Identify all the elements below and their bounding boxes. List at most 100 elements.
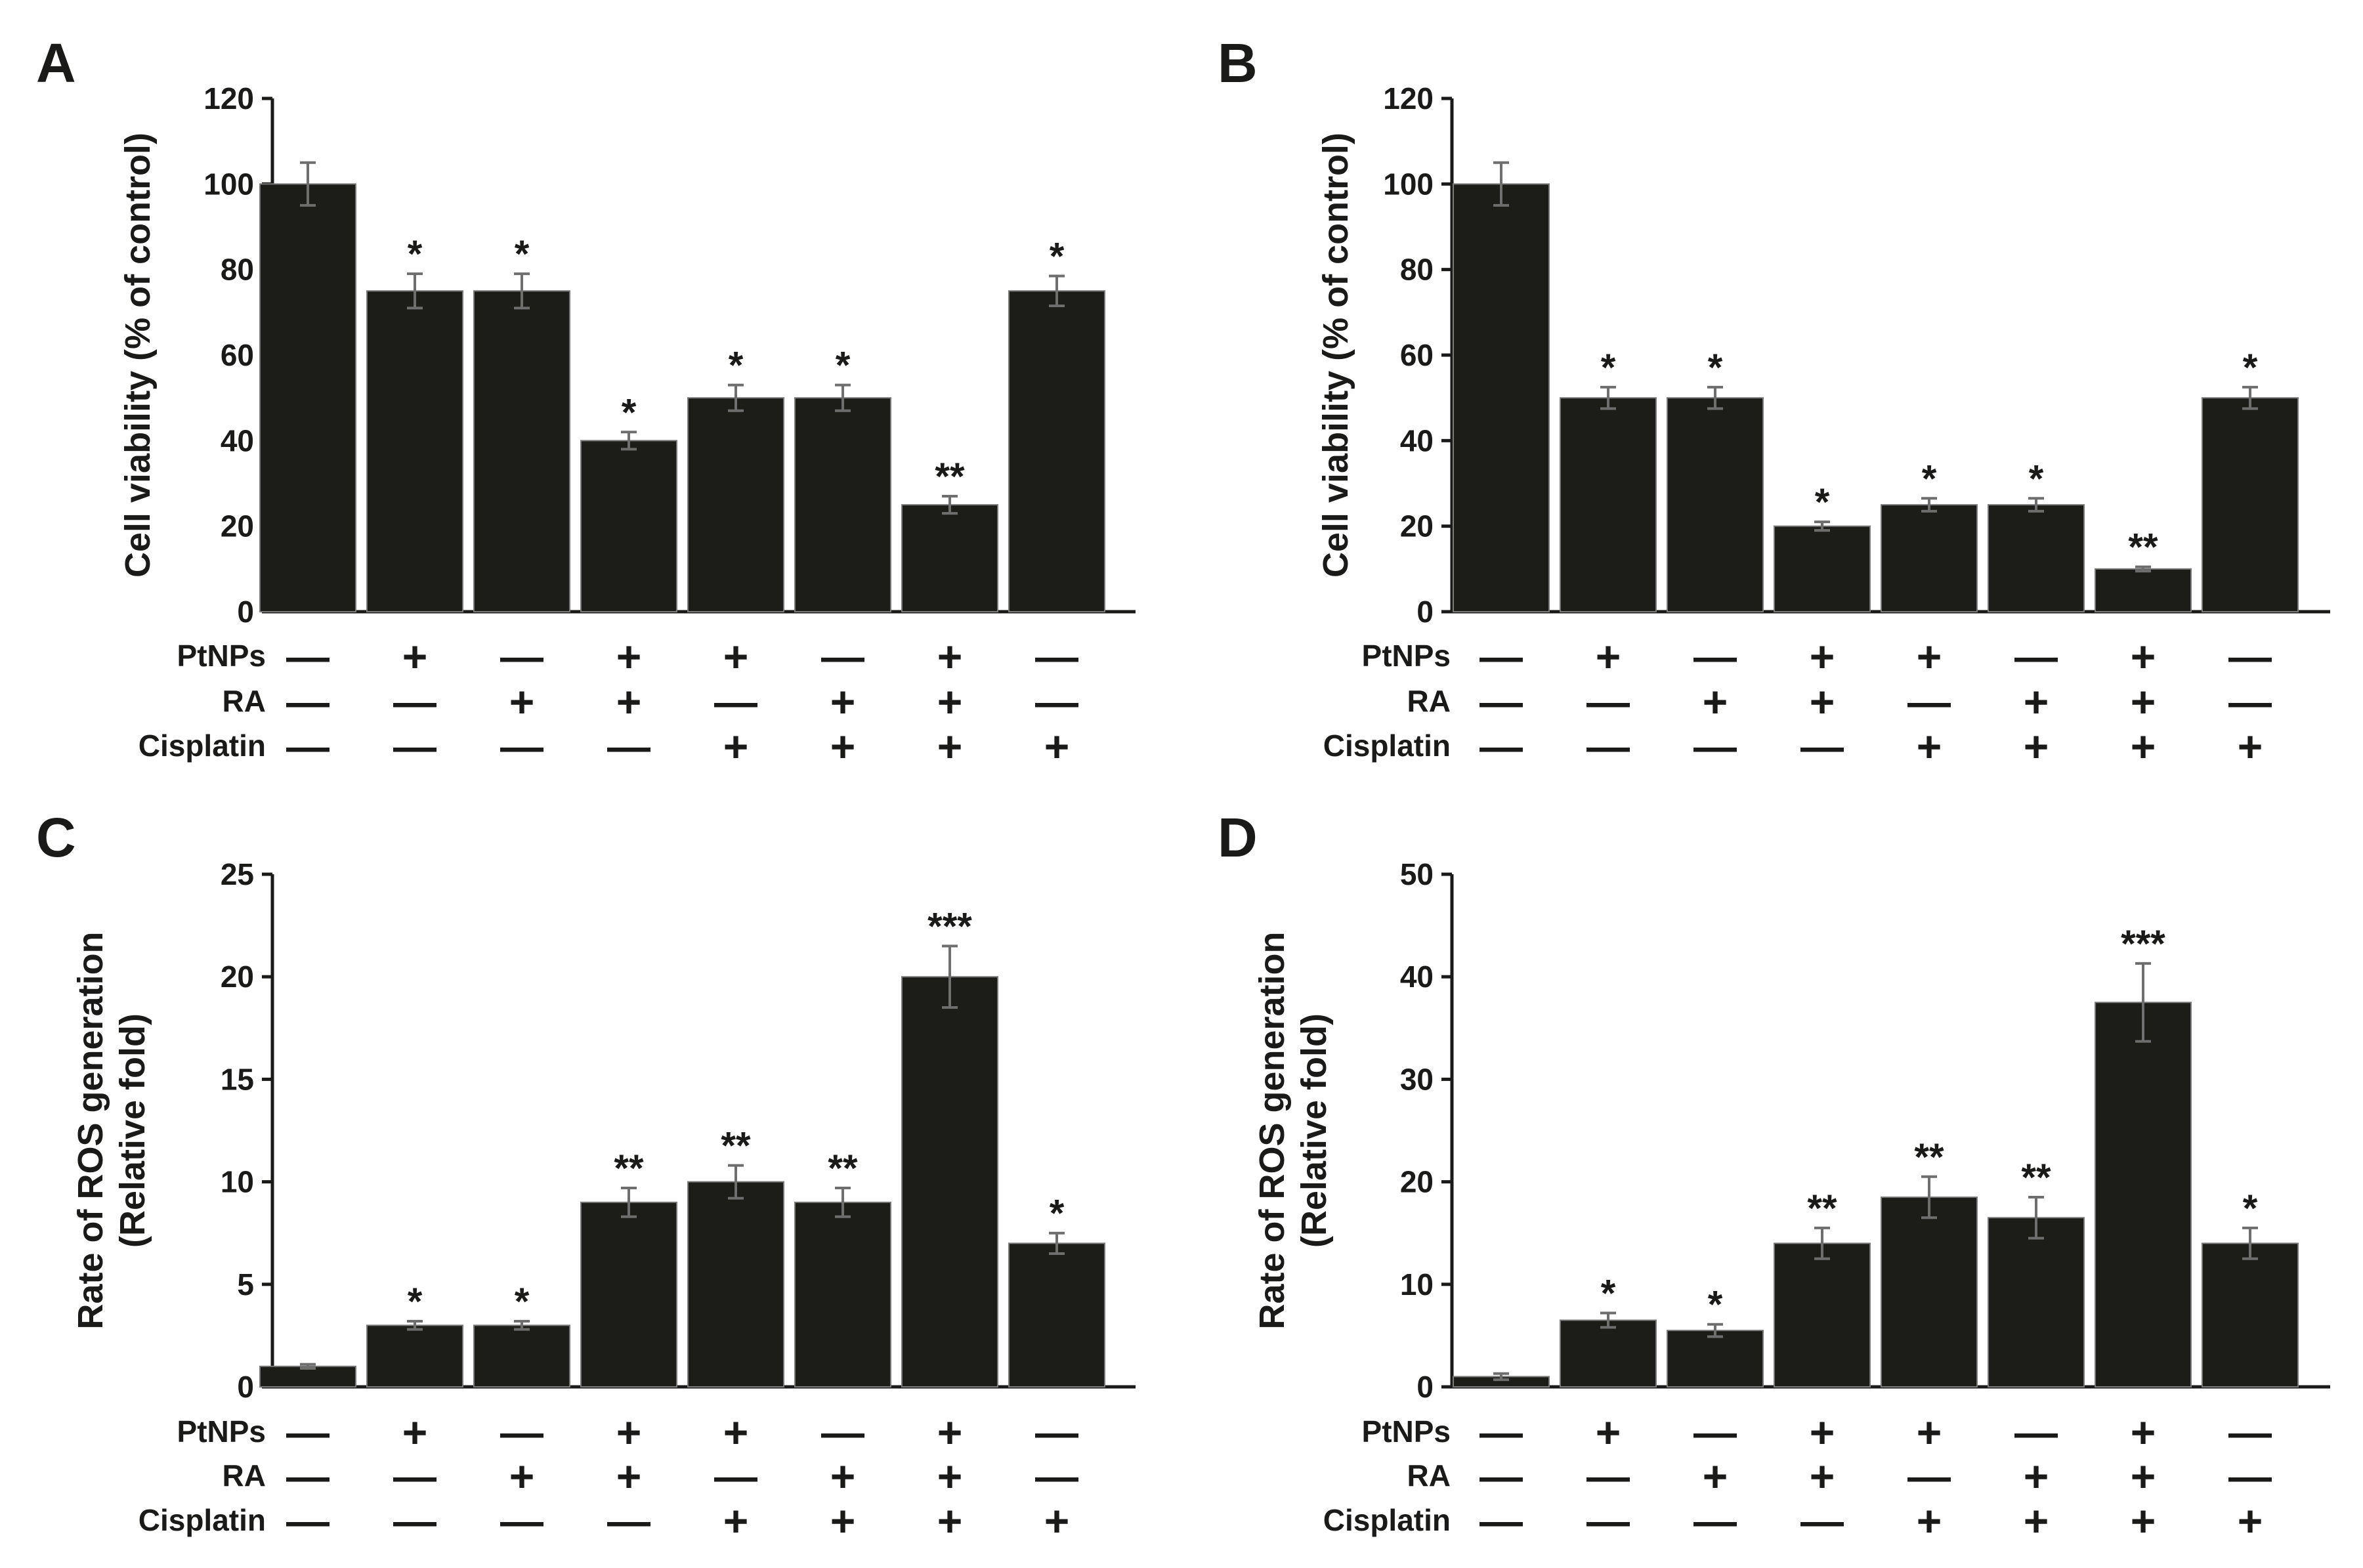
minus-sign: — (500, 1408, 543, 1456)
bar (794, 397, 891, 613)
significance-label: * (1050, 1193, 1065, 1235)
minus-sign: — (1480, 1496, 1523, 1545)
minus-sign: — (1480, 1408, 1523, 1456)
plus-sign: + (2024, 722, 2049, 771)
panel-a: A 0 20 40 60 80 100 120 Cell viability (% of con… (36, 32, 1136, 771)
minus-sign: — (286, 1452, 330, 1500)
significance-label: * (622, 391, 637, 434)
plus-sign: + (830, 1496, 856, 1545)
bar (1667, 397, 1764, 613)
plus-sign: + (830, 1452, 856, 1500)
plus-sign: + (723, 632, 749, 681)
minus-sign: — (1907, 1452, 1951, 1500)
bar (1881, 1197, 1978, 1388)
minus-sign: — (1586, 722, 1630, 771)
minus-sign: — (2014, 632, 2058, 681)
significance-label: * (2243, 347, 2258, 389)
bar (366, 290, 463, 612)
minus-sign: — (607, 722, 650, 771)
minus-sign: — (1907, 677, 1951, 726)
panel-b: B 0 20 40 60 80 100 120 Cell viability (% of con… (1218, 32, 2330, 771)
minus-sign: — (1800, 722, 1844, 771)
treatment-label: RA (1407, 1458, 1451, 1493)
plus-sign: + (830, 722, 856, 771)
y-tick-label: 40 (1400, 960, 1434, 994)
y-tick-label: 60 (1400, 338, 1434, 372)
bar (580, 440, 677, 612)
plus-sign: + (402, 632, 428, 681)
bar (1560, 397, 1657, 613)
significance-label: * (1708, 1284, 1723, 1326)
minus-sign: — (1480, 722, 1523, 771)
panel-letter: D (1218, 807, 1258, 868)
y-axis-title: Rate of ROS generation (71, 931, 110, 1329)
bar (1988, 504, 2085, 612)
y-tick-label: 100 (203, 167, 254, 201)
plus-sign: + (1596, 1408, 1621, 1456)
plus-sign: + (1917, 1496, 1942, 1545)
minus-sign: — (2014, 1408, 2058, 1456)
y-tick-label: 80 (1400, 253, 1434, 287)
significance-label: * (1601, 347, 1616, 389)
minus-sign: — (821, 1408, 864, 1456)
plus-sign: + (616, 1452, 642, 1500)
bar (901, 976, 998, 1388)
plus-sign: + (830, 677, 856, 726)
y-tick-label: 20 (1400, 509, 1434, 543)
minus-sign: — (821, 632, 864, 681)
bar (901, 504, 998, 612)
plus-sign: + (509, 1452, 535, 1500)
significance-label: * (515, 233, 530, 276)
minus-sign: — (393, 1452, 436, 1500)
minus-sign: — (286, 722, 330, 771)
treatment-label: PtNPs (177, 1414, 266, 1449)
significance-label: * (515, 1281, 530, 1323)
minus-sign: — (2228, 1408, 2272, 1456)
minus-sign: — (1693, 1408, 1737, 1456)
significance-label: *** (927, 905, 972, 948)
minus-sign: — (500, 632, 543, 681)
y-tick-label: 0 (1416, 595, 1434, 629)
significance-label: ** (828, 1147, 858, 1190)
bar (687, 397, 784, 613)
bar (1008, 290, 1105, 612)
y-tick-label: 40 (221, 423, 254, 457)
plus-sign: + (1810, 1452, 1835, 1500)
y-tick-label: 50 (1400, 857, 1434, 891)
significance-label: * (729, 345, 744, 387)
minus-sign: — (1035, 1408, 1078, 1456)
panel-letter: A (36, 32, 76, 94)
plus-sign: + (1044, 1496, 1070, 1545)
significance-label: ** (935, 456, 965, 498)
minus-sign: — (1586, 1496, 1630, 1545)
panel-d: D 0 10 20 30 40 50 Rate of ROS generation (Relat… (1218, 807, 2330, 1545)
treatment-label: RA (223, 1458, 266, 1493)
bar (1881, 504, 1978, 612)
y-axis-title: Cell viability (% of control) (118, 133, 158, 578)
significance-label: ** (1807, 1187, 1837, 1230)
bar (2202, 397, 2299, 613)
significance-label: ** (2021, 1156, 2051, 1199)
plus-sign: + (1810, 632, 1835, 681)
plus-sign: + (937, 677, 963, 726)
significance-label: * (1815, 481, 1830, 524)
plus-sign: + (723, 1408, 749, 1456)
minus-sign: — (1035, 677, 1078, 726)
minus-sign: — (1693, 632, 1737, 681)
y-tick-label: 10 (221, 1165, 254, 1199)
minus-sign: — (607, 1496, 650, 1545)
minus-sign: — (1480, 1452, 1523, 1500)
minus-sign: — (2228, 632, 2272, 681)
minus-sign: — (286, 1408, 330, 1456)
bar (687, 1181, 784, 1388)
bar (1560, 1319, 1657, 1388)
y-axis-title: Cell viability (% of control) (1316, 133, 1355, 578)
minus-sign: — (286, 677, 330, 726)
minus-sign: — (2228, 1452, 2272, 1500)
treatment-label: RA (1407, 684, 1451, 718)
bar (580, 1201, 677, 1388)
significance-label: ** (614, 1147, 644, 1190)
minus-sign: — (1586, 677, 1630, 726)
minus-sign: — (1800, 1496, 1844, 1545)
significance-label: * (836, 345, 851, 387)
